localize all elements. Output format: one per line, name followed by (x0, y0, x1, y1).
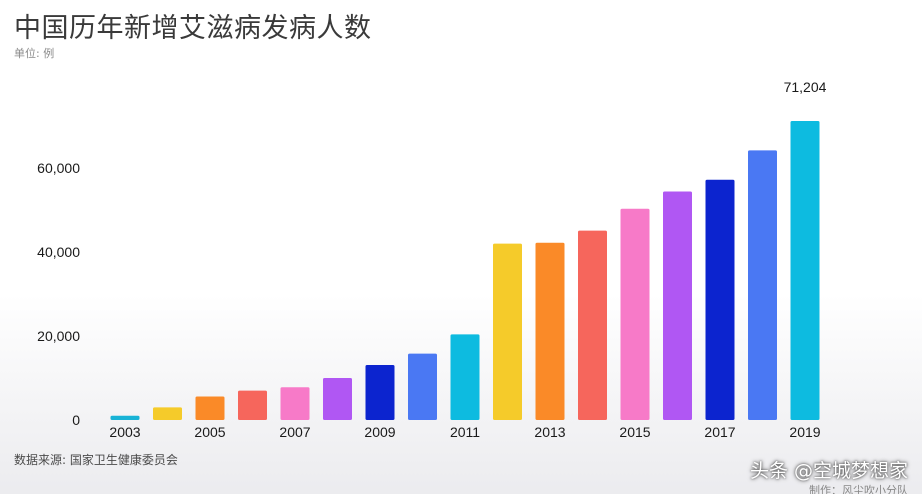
bar-2007 (280, 387, 310, 420)
bar-2004 (153, 407, 182, 420)
bar-2017 (705, 179, 735, 420)
x-tick-label: 2015 (619, 424, 650, 440)
x-tick-label: 2007 (279, 424, 310, 440)
bar-2019 (790, 120, 820, 420)
x-tick-label: 2019 (789, 424, 820, 440)
bar-2012 (493, 243, 522, 420)
bar-2008 (323, 378, 352, 420)
x-tick-label: 2011 (450, 424, 480, 440)
watermark: 头条 @空城梦想家 (749, 460, 908, 482)
y-tick-label: 20,000 (37, 328, 80, 344)
value-label: 71,204 (784, 79, 827, 95)
y-tick-label: 40,000 (37, 244, 80, 260)
x-tick-label: 2003 (109, 424, 140, 440)
bar-2014 (578, 230, 607, 420)
y-tick-label: 60,000 (37, 160, 80, 176)
bar-2006 (238, 390, 267, 420)
bar-2016 (663, 191, 692, 420)
bar-2010 (408, 353, 437, 420)
bar-2015 (620, 208, 650, 420)
bar-2005 (195, 396, 225, 420)
bar-2003 (110, 415, 140, 420)
credit-label: 制作：风尘吹小分队 (809, 484, 908, 494)
bar-2018 (748, 150, 777, 421)
bar-2011 (450, 334, 480, 420)
x-tick-label: 2013 (534, 424, 565, 440)
chart-title: 中国历年新增艾滋病发病人数 (14, 13, 372, 44)
x-tick-label: 2017 (704, 424, 735, 440)
data-source: 数据来源: 国家卫生健康委员会 (14, 453, 178, 467)
unit-label: 单位: 例 (14, 47, 55, 60)
y-tick-label: 0 (72, 412, 80, 428)
x-tick-label: 2005 (194, 424, 225, 440)
bar-2009 (365, 364, 395, 420)
x-tick-label: 2009 (364, 424, 395, 440)
bar-2013 (535, 242, 565, 420)
